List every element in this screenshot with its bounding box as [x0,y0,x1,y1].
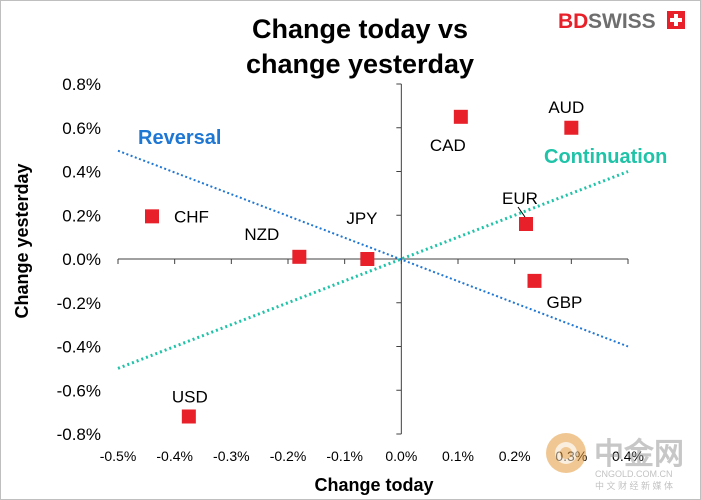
point-usd [181,409,196,424]
data-points: CAD AUD CHF EUR NZD JPY GBP USD [145,98,584,424]
point-gbp [527,273,542,288]
point-label-chf: CHF [174,207,209,226]
reversal-line [117,149,629,348]
y-tick-marks [396,83,402,435]
point-label-nzd: NZD [244,225,279,244]
watermark-sub-text: 中 文 财 经 新 媒 体 [595,480,673,491]
bdswiss-logo: BD SWISS [558,10,685,33]
y-tick-label: -0.4% [57,338,101,357]
point-eur [519,217,533,231]
x-tick-label: -0.5% [100,448,137,464]
swiss-cross-icon [667,11,685,29]
y-tick-labels: 0.8% 0.6% 0.4% 0.2% 0.0% -0.2% -0.4% -0.6% -0.8% [57,75,101,444]
continuation-line [117,170,629,370]
x-tick-label: 0.2% [499,448,531,464]
point-jpy [360,252,375,266]
y-tick-label: -0.2% [57,294,101,313]
cngold-watermark: 中金网 CNGOLD.COM.CN 中 文 财 经 新 媒 体 [546,433,684,491]
point-chf [145,209,159,224]
y-tick-label: 0.2% [62,206,101,225]
cngold-coin-logo [546,433,586,473]
x-axis-title: Change today [314,475,433,495]
x-tick-label: -0.4% [156,448,193,464]
y-tick-label: 0.4% [62,163,101,182]
chart-title-line1: Change today vs [252,14,468,44]
x-tick-marks [117,259,629,264]
watermark-main-text: 中金网 [594,437,684,471]
reversal-label: Reversal [138,127,221,149]
y-tick-label: 0.8% [62,75,101,94]
chart-title-line2: change yesterday [246,49,474,79]
y-tick-label: -0.6% [57,381,101,400]
point-label-eur: EUR [502,189,538,208]
continuation-label: Continuation [544,146,667,168]
eur-leader-line [517,206,526,218]
point-label-usd: USD [172,388,208,407]
logo-text-bd: BD [558,10,588,33]
x-tick-label: 0.0% [385,448,417,464]
x-tick-label: -0.1% [326,448,363,464]
y-axis-title: Change yesterday [12,163,32,318]
trend-lines [117,149,629,370]
point-label-gbp: GBP [547,293,583,312]
point-aud [564,120,579,135]
point-label-jpy: JPY [346,209,377,228]
x-tick-label: 0.4% [612,448,644,464]
y-tick-label: 0.6% [62,119,101,138]
x-tick-label: 0.1% [442,448,474,464]
point-label-aud: AUD [548,98,584,117]
x-tick-label: -0.2% [270,448,307,464]
watermark-url-text: CNGOLD.COM.CN [595,469,673,479]
point-label-cad: CAD [430,136,466,155]
y-tick-label: -0.8% [57,425,101,444]
x-tick-label: -0.3% [213,448,250,464]
logo-text-swiss: SWISS [588,10,656,33]
point-nzd [292,249,307,264]
y-tick-label: 0.0% [62,250,101,269]
point-cad [453,109,468,124]
